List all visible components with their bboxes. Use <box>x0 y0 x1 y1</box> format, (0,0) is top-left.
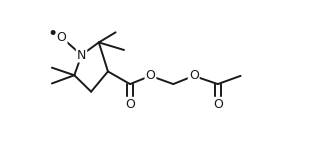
Text: O: O <box>57 31 67 44</box>
Text: O: O <box>125 98 135 111</box>
Text: N: N <box>77 49 86 62</box>
Text: O: O <box>213 98 223 111</box>
Text: •: • <box>47 25 58 43</box>
Text: O: O <box>145 69 155 82</box>
Text: O: O <box>189 69 199 82</box>
